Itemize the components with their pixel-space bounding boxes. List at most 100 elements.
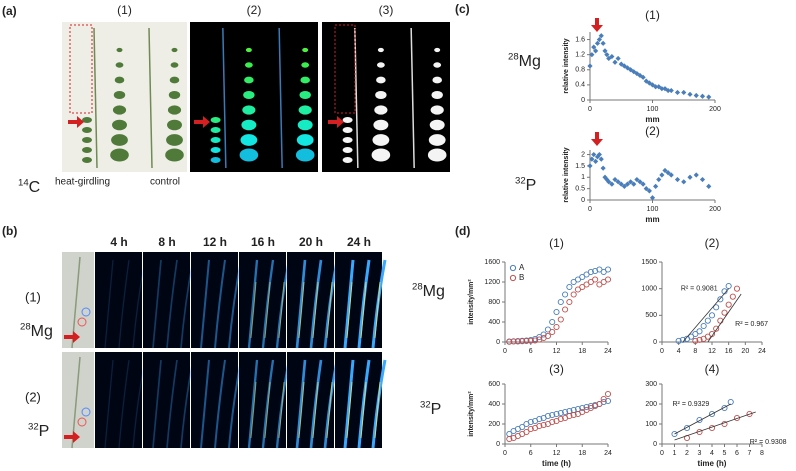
signal-hot (360, 281, 367, 339)
element-symbol: Mg (519, 53, 541, 70)
signal-trace (357, 359, 371, 449)
leaf (82, 157, 92, 163)
signal-trace (152, 259, 162, 349)
y-tick-label: 2 (581, 151, 585, 158)
data-point (596, 36, 602, 43)
red-arrow (194, 116, 210, 128)
leaf (244, 76, 254, 84)
data-point (725, 301, 732, 308)
autoradiograph (95, 352, 142, 448)
panel-label: (a) (2, 4, 17, 18)
data-point (717, 317, 724, 324)
red-arrow (64, 331, 80, 343)
signal-hot (298, 381, 305, 439)
leaf (241, 119, 257, 131)
signal-hot (278, 381, 285, 439)
signal-trace (166, 359, 178, 449)
x-tick-label: 18 (578, 450, 586, 457)
data-point (696, 416, 703, 424)
data-point (727, 398, 734, 406)
y-tick-label: 500 (645, 312, 657, 319)
signal-hot (312, 281, 319, 339)
data-point (729, 293, 736, 300)
plant-image (62, 22, 187, 172)
leaf (298, 105, 312, 115)
y-tick-label: 0.4 (575, 82, 585, 89)
leaf (210, 137, 221, 143)
data-point (598, 33, 604, 39)
data-point (506, 435, 513, 443)
data-point (589, 156, 595, 162)
data-point (506, 338, 513, 345)
leaf (210, 117, 221, 123)
leaf (342, 157, 353, 163)
x-tick-label: 5 (723, 450, 727, 457)
data-point (566, 412, 573, 420)
data-point (668, 172, 674, 178)
data-point (656, 176, 662, 183)
x-tick-label: 100 (647, 106, 659, 113)
leaf (166, 134, 183, 146)
leaf (429, 119, 445, 131)
mass-number: 32 (515, 175, 526, 186)
leaf (110, 148, 129, 162)
data-point (713, 325, 720, 332)
data-point (704, 333, 711, 340)
data-point (624, 181, 631, 187)
data-point (618, 181, 624, 187)
leaf (374, 105, 388, 115)
signal-hot (250, 381, 257, 439)
leaf (432, 76, 443, 84)
r-squared-label: R² = 0.9329 (673, 401, 710, 408)
data-point (566, 298, 573, 306)
x-tick-label: 0 (503, 450, 507, 457)
x-tick-label: 24 (604, 348, 612, 355)
leaf (165, 148, 184, 162)
time-label: 4 h (110, 235, 127, 249)
x-tick-label: 0 (588, 106, 592, 113)
y-axis-label: intensity/mm² (468, 391, 475, 437)
data-point (706, 94, 712, 100)
leaf (210, 147, 221, 153)
leaf (428, 134, 446, 146)
data-point (733, 414, 741, 422)
caption: control (150, 177, 180, 188)
autoradiograph (95, 252, 142, 348)
panel-label: (d) (455, 224, 470, 238)
data-point (696, 328, 703, 335)
highlight-box (334, 24, 356, 114)
leaf (372, 134, 390, 146)
signal-hot (278, 281, 285, 339)
chart-title: (3) (549, 362, 564, 376)
leaf (376, 62, 385, 68)
signal-hot (250, 281, 257, 339)
leaf (433, 62, 442, 68)
y-tick-label: 0.8 (575, 67, 585, 74)
signal-hot (374, 281, 381, 339)
red-arrow (591, 132, 603, 146)
red-arrow (64, 431, 80, 443)
y-tick-label: 400 (488, 401, 500, 408)
data-point (699, 176, 706, 183)
data-point (587, 268, 594, 276)
data-point (600, 395, 607, 403)
data-point (674, 176, 681, 183)
data-point (662, 167, 668, 174)
data-point (562, 408, 569, 416)
x-tick-label: 8 (693, 348, 697, 355)
leaf (239, 148, 259, 162)
x-tick-label: 200 (709, 206, 721, 213)
time-label: 24 h (347, 235, 371, 249)
x-tick-label: 12 (553, 450, 561, 457)
x-axis-label: time (h) (698, 459, 727, 468)
red-arrow (68, 116, 84, 128)
leaf (240, 134, 258, 146)
marker-circle (77, 417, 87, 427)
data-point (640, 74, 646, 80)
leaf (373, 119, 389, 131)
data-point (653, 84, 659, 90)
leaf (82, 117, 92, 123)
data-point (587, 402, 594, 410)
leaf (243, 91, 255, 99)
subpanel-label: (1) (117, 3, 132, 17)
